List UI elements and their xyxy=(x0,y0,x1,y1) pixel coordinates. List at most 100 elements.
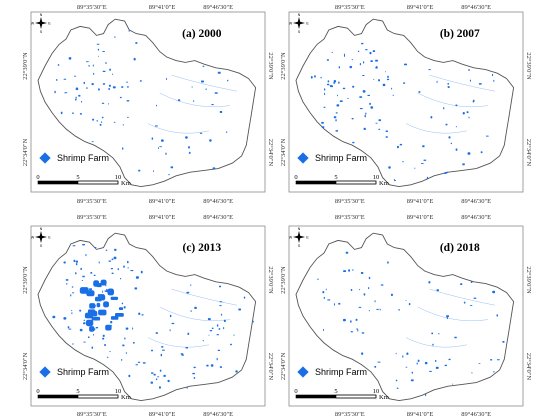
shrimp-farm-patch xyxy=(83,81,85,84)
panel-title: (d) 2018 xyxy=(440,242,480,254)
compass-direction-label: S xyxy=(40,30,43,34)
shrimp-farm-patch xyxy=(100,279,107,286)
shrimp-farm-patch xyxy=(470,305,473,306)
shrimp-farm-patch xyxy=(210,364,214,367)
north-arrow-icon: N E S W xyxy=(31,13,51,34)
latitude-label-right: 22°39'0"N xyxy=(267,266,274,294)
compass-direction-label: W xyxy=(31,21,35,25)
shrimp-farm-patch xyxy=(151,372,154,374)
shrimp-farm-patch xyxy=(447,86,450,88)
shrimp-farm-patch xyxy=(378,119,381,122)
compass-direction-label: W xyxy=(31,235,35,239)
shrimp-farm-patch xyxy=(445,123,448,126)
river-channel xyxy=(147,337,209,348)
longitude-label-top: 89°46'30"E xyxy=(461,214,491,221)
scale-bar-unit: Km xyxy=(379,394,389,401)
shrimp-farm-patch xyxy=(351,59,353,61)
latitude-label-left: 22°39'0"N xyxy=(22,52,29,80)
shrimp-farm-patch xyxy=(186,387,188,389)
shrimp-farm-patch xyxy=(54,90,56,94)
shrimp-farm-patch xyxy=(455,104,458,107)
shrimp-farm-patch xyxy=(223,327,225,330)
legend-label: Shrimp Farm xyxy=(315,153,367,163)
latitude-label-left: 22°34'0"N xyxy=(22,352,29,380)
shrimp-farm-patch xyxy=(493,371,495,373)
shrimp-farm-patch xyxy=(376,65,378,68)
shrimp-farm-patch xyxy=(94,328,96,331)
shrimp-farm-patch xyxy=(219,305,222,307)
shrimp-farm-patch xyxy=(359,289,361,291)
shrimp-farm-patch xyxy=(435,366,439,369)
shrimp-farm-patch xyxy=(396,387,399,389)
shrimp-farm-patch xyxy=(405,366,408,368)
shrimp-farm-patch xyxy=(350,331,353,333)
district-boundary xyxy=(37,18,257,188)
shrimp-farm-patch xyxy=(372,50,376,52)
shrimp-farm-patch xyxy=(81,100,82,103)
shrimp-farm-patch xyxy=(90,272,93,274)
shrimp-farm-patch xyxy=(369,102,371,105)
compass-needle-horizontal xyxy=(293,21,305,25)
shrimp-farm-patch xyxy=(155,125,158,127)
scale-bar-outline xyxy=(295,180,377,185)
latitude-label-right: 22°34'0"N xyxy=(525,353,532,381)
shrimp-farm-patch xyxy=(428,69,431,71)
shrimp-farm-patch xyxy=(109,68,111,71)
shrimp-farm-patch xyxy=(351,118,354,120)
shrimp-farm-patch xyxy=(151,349,153,352)
shrimp-farm-patch xyxy=(342,87,346,90)
scale-bar-label: 10 xyxy=(115,388,122,395)
shrimp-farm-patch xyxy=(101,294,106,301)
scale-bar-segment xyxy=(335,180,377,185)
shrimp-farm-patch xyxy=(121,358,123,361)
shrimp-farm-patch xyxy=(349,65,352,69)
scale-bar-segment xyxy=(77,180,119,185)
shrimp-farm-patch xyxy=(472,99,475,102)
legend-label: Shrimp Farm xyxy=(57,153,109,163)
shrimp-farm-patch xyxy=(209,139,212,142)
shrimp-farm-patch xyxy=(436,289,439,292)
shrimp-farm-patch xyxy=(166,77,167,81)
shrimp-farm-patch xyxy=(106,288,108,291)
shrimp-farm-patch xyxy=(180,353,184,355)
scale-bar-segment xyxy=(77,394,119,399)
shrimp-farm-patch xyxy=(202,340,204,342)
shrimp-farm-patch xyxy=(338,66,340,69)
shrimp-farm-patch xyxy=(74,75,77,77)
shrimp-farm-patch xyxy=(117,268,119,271)
longitude-label-bottom: 89°41'0"E xyxy=(407,198,434,205)
shrimp-farm-patch xyxy=(155,378,158,381)
shrimp-farm-patch xyxy=(80,267,82,270)
shrimp-farm-patch xyxy=(72,112,74,114)
shrimp-farm-patch xyxy=(102,70,106,72)
shrimp-farm-patch xyxy=(98,88,100,91)
shrimp-farm-patch xyxy=(63,261,66,264)
shrimp-farm-patch xyxy=(220,313,223,316)
latitude-label-left: 22°39'0"N xyxy=(22,266,29,294)
shrimp-farm-patch xyxy=(60,111,63,115)
north-arrow-icon: N E S W xyxy=(31,227,51,248)
shrimp-farm-patch xyxy=(126,100,130,102)
shrimp-farm-patch xyxy=(103,301,109,308)
shrimp-farm-patch xyxy=(153,373,156,376)
shrimp-farm-patch xyxy=(404,63,407,66)
shrimp-farm-patch xyxy=(422,145,425,148)
shrimp-farm-patch xyxy=(114,36,116,38)
legend-swatch-icon xyxy=(297,366,309,378)
shrimp-farm-patch xyxy=(82,275,85,278)
latitude-label-right: 22°39'0"N xyxy=(525,266,532,294)
shrimp-farm-patch xyxy=(350,320,352,323)
shrimp-farm-patch xyxy=(417,359,420,362)
shrimp-farm-patch xyxy=(455,126,457,128)
river-channel xyxy=(405,337,467,348)
shrimp-farm-patch xyxy=(89,303,96,309)
shrimp-farm-patch xyxy=(361,42,364,45)
shrimp-farm-patch xyxy=(118,307,124,310)
shrimp-farm-patch xyxy=(72,343,74,345)
shrimp-farm-patch xyxy=(93,274,96,276)
shrimp-farm-patch xyxy=(79,113,82,115)
shrimp-farm-patch xyxy=(72,292,75,294)
shrimp-farm-patch xyxy=(218,328,221,330)
shrimp-farm-patch xyxy=(444,364,447,367)
shrimp-farm-patch xyxy=(416,362,418,365)
